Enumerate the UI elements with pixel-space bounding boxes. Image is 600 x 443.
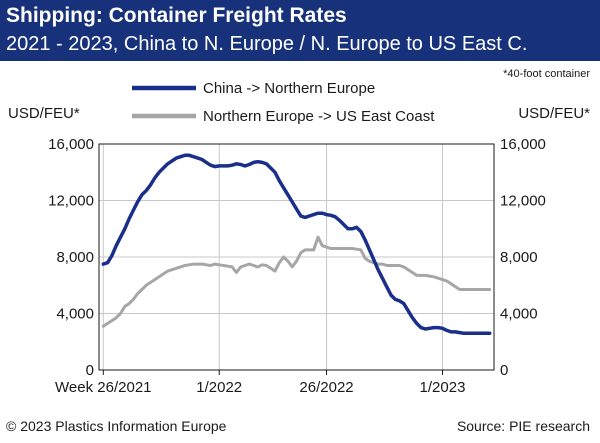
- y-axis-label-right: USD/FEU*: [518, 105, 590, 122]
- line-chart: *40-foot container China -> Northern Eur…: [8, 68, 590, 396]
- x-tick-label: 1/2023: [420, 379, 466, 396]
- y-tick-label-right: 16,000: [500, 136, 546, 153]
- y-tick-label-right: 0: [500, 362, 508, 379]
- legend: China -> Northern Europe Northern Europe …: [132, 80, 435, 125]
- chart-title: Shipping: Container Freight Rates: [6, 4, 347, 27]
- y-tick-label-left: 16,000: [48, 136, 94, 153]
- series-line-china-northern-europe: [101, 153, 492, 336]
- source-text: Source: PIE research: [456, 418, 590, 434]
- chart-header: Shipping: Container Freight Rates 2021 -…: [0, 0, 600, 61]
- y-tick-label-left: 0: [86, 362, 94, 379]
- x-tick-label: 1/2022: [196, 379, 242, 396]
- chart-subtitle: 2021 - 2023, China to N. Europe / N. Eur…: [6, 33, 528, 55]
- copyright-text: © 2023 Plastics Information Europe: [6, 418, 227, 434]
- axis-ticks: 0 0 4,000 4,000 8,000 8,000 12,000 12,000 16,000…: [48, 136, 546, 396]
- x-tick-label: Week 26/2021: [55, 379, 151, 396]
- series-layer: [101, 153, 492, 336]
- legend-label-northern-europe-us-east-coast: Northern Europe -> US East Coast: [203, 108, 435, 125]
- y-tick-label-right: 8,000: [500, 249, 538, 266]
- y-axis-label-left: USD/FEU*: [8, 105, 80, 122]
- y-tick-label-right: 4,000: [500, 306, 538, 323]
- grid: [99, 143, 494, 371]
- y-tick-label-right: 12,000: [500, 193, 546, 210]
- footnote: *40-foot container: [503, 68, 590, 80]
- plot-frame: [98, 143, 495, 371]
- series-line-northern-europe-us-east-coast: [101, 235, 492, 328]
- y-tick-label-left: 12,000: [48, 193, 94, 210]
- x-tick-label: 26/2022: [299, 379, 353, 396]
- y-tick-label-left: 4,000: [56, 306, 94, 323]
- y-tick-label-left: 8,000: [56, 249, 94, 266]
- legend-label-china-northern-europe: China -> Northern Europe: [203, 80, 375, 97]
